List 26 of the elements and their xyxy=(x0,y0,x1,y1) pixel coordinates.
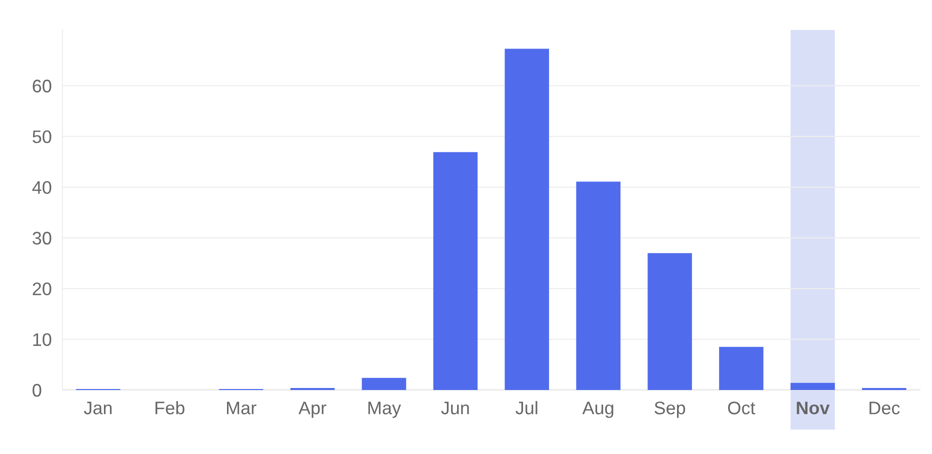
bar xyxy=(504,48,550,390)
bar xyxy=(576,182,620,390)
x-tick-label: Jan xyxy=(84,402,112,414)
y-tick-label: 20 xyxy=(32,282,52,296)
y-tick-label: 50 xyxy=(32,130,52,144)
y-tick-label: 30 xyxy=(32,232,52,245)
y-tick-label: 60 xyxy=(32,80,52,92)
bar xyxy=(362,378,406,390)
bar xyxy=(719,346,764,390)
y-tick-label: 40 xyxy=(32,181,52,194)
x-tick-label: Jun xyxy=(441,402,469,414)
x-tick-label: Dec xyxy=(870,402,900,414)
x-tick-label: Mar xyxy=(227,402,256,414)
x-tick-label: Oct xyxy=(728,402,756,414)
y-tick-label: 0 xyxy=(32,384,42,397)
x-tick-label: Feb xyxy=(156,401,184,414)
bar xyxy=(790,382,835,390)
y-tick-label: 10 xyxy=(33,333,52,346)
bar xyxy=(433,152,478,390)
x-tick-label: Apr xyxy=(298,402,326,418)
bar xyxy=(648,253,692,390)
x-tick-label: May xyxy=(368,402,402,418)
x-tick-label: Aug xyxy=(582,402,614,418)
x-tick-label: Sep xyxy=(654,402,686,418)
x-tick-label: Jul xyxy=(516,401,538,414)
x-tick-label: Nov xyxy=(796,402,830,414)
